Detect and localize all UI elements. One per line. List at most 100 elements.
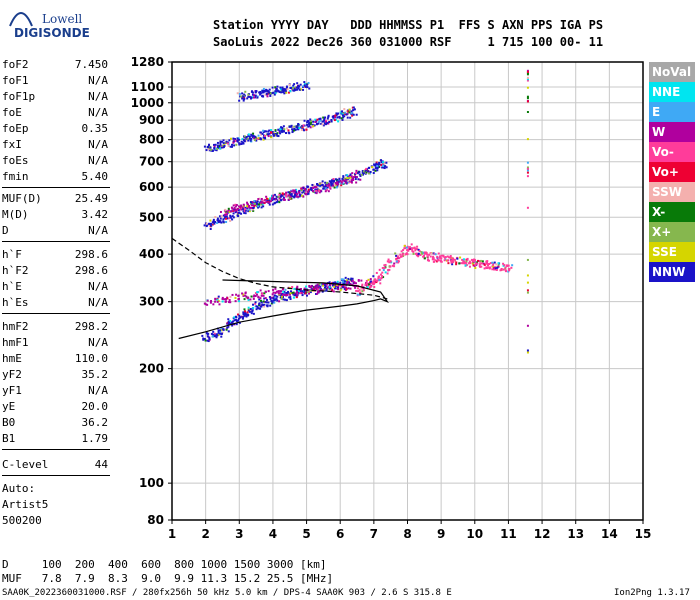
echo-point: [372, 275, 375, 278]
echo-point: [503, 264, 506, 267]
echo-point: [298, 290, 301, 293]
echo-point: [472, 264, 475, 267]
echo-point: [248, 208, 251, 211]
echo-point: [217, 295, 220, 298]
param-row: B1 1.79: [2, 432, 108, 446]
echo-point: [222, 146, 225, 149]
echo-point: [237, 205, 240, 208]
echo-point: [256, 291, 259, 294]
echo-point: [368, 283, 371, 286]
echo-point: [275, 290, 278, 293]
echo-point: [259, 203, 262, 206]
echo-point: [250, 204, 253, 207]
param-row: foF1 N/A: [2, 74, 108, 88]
echo-point: [275, 90, 278, 93]
echo-point: [296, 86, 299, 89]
echo-point: [347, 277, 350, 280]
echo-point: [305, 291, 308, 294]
echo-point: [463, 262, 466, 265]
param-value: 44: [94, 458, 108, 471]
param-value: 25.49: [74, 192, 108, 205]
echo-point: [233, 208, 236, 211]
autoscaler-name: Artist5: [2, 498, 49, 511]
echo-point: [331, 115, 334, 118]
echo-point: [432, 257, 435, 260]
echo-point: [238, 99, 241, 102]
echo-point: [296, 285, 299, 288]
echo-point: [221, 297, 224, 300]
y-tick-label: 1000: [131, 96, 164, 110]
echo-point: [333, 285, 336, 288]
echo-point: [277, 292, 280, 295]
echo-point: [292, 189, 295, 192]
echo-point: [250, 203, 253, 206]
echo-point: [359, 178, 362, 181]
echo-point: [369, 286, 372, 289]
echo-point: [344, 181, 347, 184]
param-row: foEp 0.35: [2, 122, 108, 136]
echo-point: [252, 295, 255, 298]
echo-point: [479, 259, 482, 262]
echo-point: [480, 265, 483, 268]
echo-point: [395, 260, 398, 263]
echo-point: [316, 118, 319, 121]
echo-point: [346, 280, 349, 283]
echo-point: [449, 256, 452, 259]
noval-point: [526, 169, 529, 172]
echo-point: [352, 178, 355, 181]
echo-point: [297, 195, 300, 198]
echo-point: [289, 296, 292, 299]
echo-point: [251, 208, 254, 211]
echo-point: [416, 245, 419, 248]
echo-point: [238, 142, 241, 145]
echo-point: [343, 108, 346, 111]
echo-point: [446, 259, 449, 262]
echo-point: [334, 118, 337, 121]
echo-point: [321, 290, 324, 293]
echo-point: [229, 219, 232, 222]
param-name: yF1: [2, 384, 22, 397]
echo-point: [231, 293, 234, 296]
echo-point: [283, 89, 286, 92]
echo-point: [320, 181, 323, 184]
echo-point: [216, 221, 219, 224]
param-value: 1.79: [81, 432, 109, 445]
echo-point: [317, 122, 320, 125]
echo-point: [222, 218, 225, 221]
echo-point: [385, 161, 388, 164]
echo-point: [237, 294, 240, 297]
echo-point: [273, 132, 276, 135]
echo-point: [219, 332, 222, 335]
y-tick-label: 400: [139, 247, 164, 261]
echo-point: [327, 115, 330, 118]
echo-point: [330, 182, 333, 185]
echo-point: [407, 246, 410, 249]
echo-point: [340, 180, 343, 183]
echo-point: [461, 258, 464, 261]
echo-point: [219, 210, 222, 213]
echo-point: [415, 254, 418, 257]
echo-point: [348, 111, 351, 114]
echo-point: [226, 142, 229, 145]
x-tick-label: 8: [403, 527, 411, 541]
echo-point: [267, 92, 270, 95]
echo-point: [321, 180, 324, 183]
echo-point: [415, 247, 418, 250]
echo-point: [406, 249, 409, 252]
echo-point: [309, 289, 312, 292]
echo-point: [495, 263, 498, 266]
echo-point: [235, 293, 238, 296]
echo-point: [334, 281, 337, 284]
echo-point: [416, 248, 419, 251]
echo-point: [366, 286, 369, 289]
echo-point: [322, 120, 325, 123]
echo-point: [314, 287, 317, 290]
echo-point: [402, 249, 405, 252]
echo-point: [252, 206, 255, 209]
echo-point: [281, 126, 284, 129]
echo-point: [219, 217, 222, 220]
echo-point: [264, 297, 267, 300]
echo-point: [265, 298, 268, 301]
echo-point: [328, 288, 331, 291]
echo-point: [302, 186, 305, 189]
